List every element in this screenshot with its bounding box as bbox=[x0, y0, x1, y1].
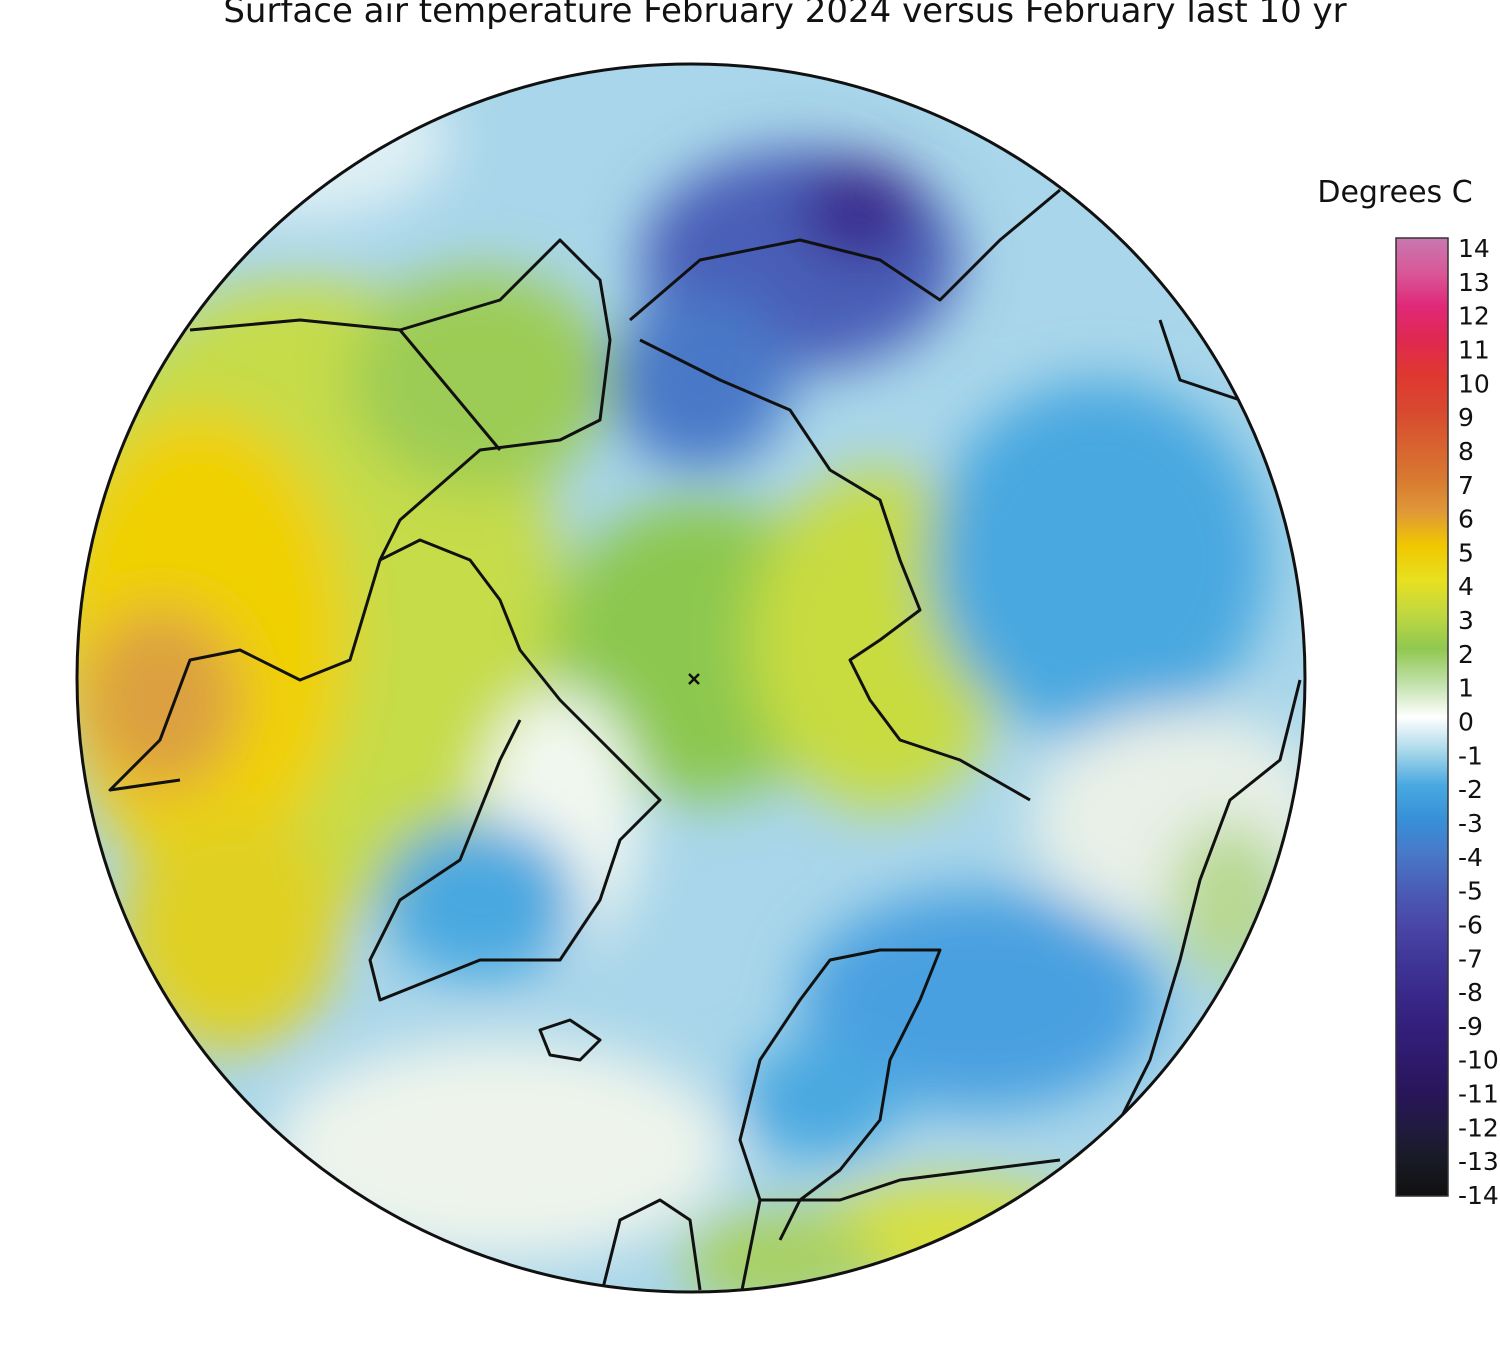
colorbar-tick-label: -10 bbox=[1458, 1046, 1499, 1075]
coastlines bbox=[108, 188, 1302, 1292]
colorbar bbox=[1395, 237, 1449, 1197]
colorbar-tick-label: 4 bbox=[1458, 572, 1474, 601]
colorbar-label: Degrees C bbox=[1317, 175, 1472, 210]
colorbar-tick-label: -11 bbox=[1458, 1080, 1499, 1109]
colorbar-tick-label: -13 bbox=[1458, 1147, 1499, 1176]
colorbar-tick-label: 13 bbox=[1458, 268, 1490, 297]
colorbar-tick-label: 6 bbox=[1458, 505, 1474, 534]
temperature-field bbox=[77, 64, 1305, 1292]
colorbar-tick-label: -2 bbox=[1458, 775, 1483, 804]
colorbar-tick-label: 1 bbox=[1458, 674, 1474, 703]
map-title: Surface air temperature February 2024 ve… bbox=[223, 0, 1346, 31]
colorbar-tick-label: -12 bbox=[1458, 1113, 1499, 1142]
colorbar-tick-label: -4 bbox=[1458, 843, 1483, 872]
colorbar-tick-label: 3 bbox=[1458, 606, 1474, 635]
colorbar-tick-label: -14 bbox=[1458, 1181, 1499, 1210]
north-pole-marker bbox=[688, 673, 700, 685]
colorbar-tick-label: 0 bbox=[1458, 708, 1474, 737]
colorbar-tick-label: -6 bbox=[1458, 910, 1483, 939]
colorbar-tick-label: -9 bbox=[1458, 1012, 1483, 1041]
colorbar-tick-label: 14 bbox=[1458, 234, 1490, 263]
colorbar-ticks: 14131211109876543210-1-2-3-4-5-6-7-8-9-1… bbox=[1458, 234, 1499, 1210]
colorbar-tick-label: 7 bbox=[1458, 471, 1474, 500]
map-boundary bbox=[75, 62, 1307, 1294]
colorbar-tick-label: 10 bbox=[1458, 369, 1490, 398]
colorbar-tick-label: -1 bbox=[1458, 741, 1483, 770]
colorbar-tick-label: -8 bbox=[1458, 978, 1483, 1007]
colorbar-tick-label: 12 bbox=[1458, 302, 1490, 331]
colorbar-tick-label: -5 bbox=[1458, 877, 1483, 906]
colorbar-tick-label: -3 bbox=[1458, 809, 1483, 838]
colorbar-tick-label: 8 bbox=[1458, 437, 1474, 466]
colorbar-tick-label: 9 bbox=[1458, 403, 1474, 432]
colorbar-tick-label: 2 bbox=[1458, 640, 1474, 669]
colorbar-tick-label: -7 bbox=[1458, 944, 1483, 973]
colorbar-tick-label: 11 bbox=[1458, 335, 1490, 364]
colorbar-tick-label: 5 bbox=[1458, 538, 1474, 567]
